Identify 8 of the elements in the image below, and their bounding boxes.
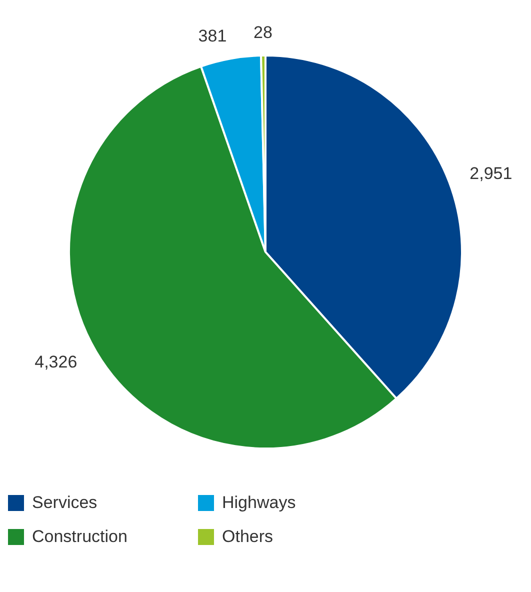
data-label: 28 (254, 23, 272, 42)
legend-label: Services (32, 493, 98, 513)
data-label: 381 (198, 26, 227, 46)
legend-label: Construction (32, 527, 128, 547)
legend-label: Others (222, 527, 274, 547)
data-label: 2,951 (470, 164, 512, 183)
legend-label: Highways (222, 493, 296, 513)
data-label: 4,326 (34, 352, 78, 372)
